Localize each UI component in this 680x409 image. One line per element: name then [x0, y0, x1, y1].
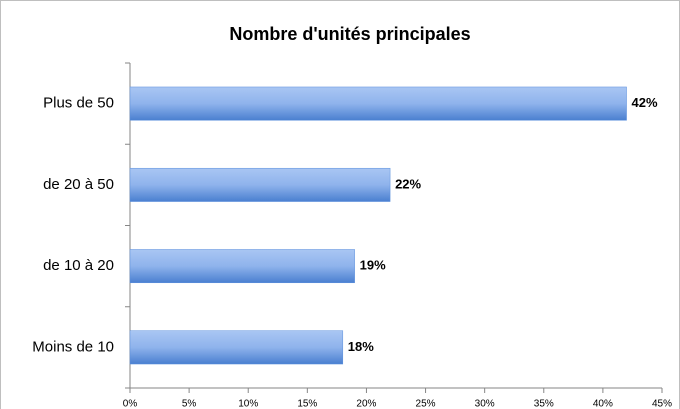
bar [129, 330, 344, 365]
x-tick-label: 15% [297, 399, 317, 409]
value-label: 19% [360, 258, 386, 273]
value-label: 22% [395, 176, 421, 191]
x-tick-label: 20% [356, 399, 376, 409]
x-tick-label: 45% [652, 399, 672, 409]
value-label: 42% [632, 95, 658, 110]
x-tick-label: 10% [238, 399, 258, 409]
y-tick-label: de 10 à 20 [43, 257, 114, 274]
bar [129, 167, 391, 202]
bar [129, 249, 355, 284]
x-tick-label: 30% [475, 399, 495, 409]
y-tick-label: de 20 à 50 [43, 176, 114, 193]
y-tick-label: Moins de 10 [32, 338, 114, 355]
x-tick-label: 40% [593, 399, 613, 409]
x-tick-label: 5% [182, 399, 197, 409]
x-tick-label: 35% [534, 399, 554, 409]
bar [129, 86, 627, 121]
chart-title: Nombre d'unités principales [229, 24, 470, 44]
x-tick-label: 25% [416, 399, 436, 409]
value-label: 18% [348, 339, 374, 354]
x-tick-label: 0% [123, 399, 138, 409]
y-tick-label: Plus de 50 [43, 95, 114, 112]
